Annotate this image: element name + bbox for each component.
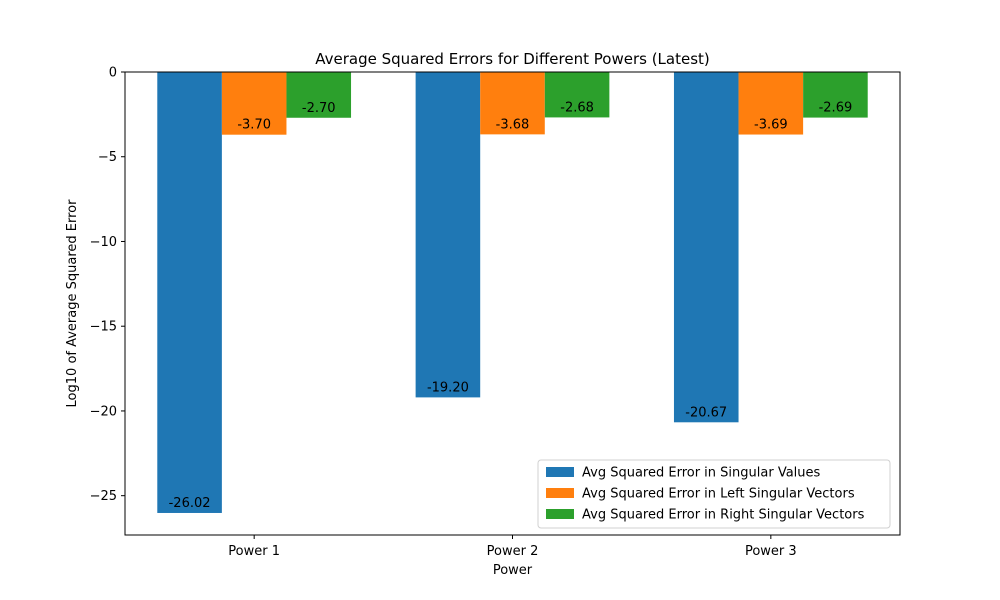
plot-area	[157, 72, 868, 513]
legend-label-series-2: Avg Squared Error in Left Singular Vecto…	[582, 487, 855, 502]
data-label-series-2-2: -3.68	[496, 117, 530, 132]
data-label-series-1-1: -26.02	[169, 496, 211, 511]
legend-label-series-1: Avg Squared Error in Singular Values	[582, 466, 821, 481]
x-tick-label: Power 3	[745, 544, 797, 559]
data-label-series-1-2: -19.20	[427, 380, 469, 395]
bar-series-2-1	[221, 72, 287, 135]
chart-title: Average Squared Errors for Different Pow…	[315, 50, 710, 68]
x-axis-label: Power	[493, 563, 533, 578]
legend-box	[537, 459, 891, 529]
data-label-series-3-2: -2.68	[560, 100, 594, 115]
x-tick-label: Power 1	[228, 544, 280, 559]
legend-swatch-series-1	[546, 467, 574, 477]
y-tick-label: 0	[109, 66, 117, 81]
legend-swatch-series-2	[546, 488, 574, 498]
bar-series-2-2	[480, 72, 545, 135]
bar-series-3-3	[803, 72, 868, 118]
axes: 0 −5 −10 −15 −20 −25 Power 1 Power 2 Power 3	[90, 66, 901, 559]
bar-series-3-1	[286, 72, 352, 118]
data-label-series-2-3: -3.69	[754, 118, 788, 133]
legend: Avg Squared Error in Singular Values Avg …	[537, 459, 891, 529]
y-axis-label: Log10 of Average Squared Error	[65, 199, 80, 408]
y-tick-label: −10	[90, 235, 117, 250]
x-tick-label: Power 2	[487, 544, 539, 559]
data-label-series-2-1: -3.70	[237, 118, 271, 133]
data-label-series-3-1: -2.70	[302, 101, 336, 116]
bar-series-1-3	[673, 72, 739, 423]
y-tick-label: −20	[90, 404, 117, 419]
y-tick-label: −25	[90, 489, 117, 504]
legend-label-series-3: Avg Squared Error in Right Singular Vect…	[582, 508, 865, 523]
data-label-series-3-3: -2.69	[819, 101, 853, 116]
bar-series-3-2	[544, 72, 610, 118]
y-tick-label: −5	[98, 150, 117, 165]
bar-series-1-1	[157, 72, 222, 513]
y-tick-label: −15	[90, 320, 117, 335]
legend-swatch-series-3	[546, 509, 574, 519]
data-label-series-1-3: -20.67	[685, 405, 727, 420]
bar-data-labels: -26.02 -19.20 -20.67 -3.70 -3.68 -3.69 -2.70 -2…	[169, 100, 853, 511]
bar-series-1-2	[415, 72, 481, 398]
bar-series-2-3	[738, 72, 804, 135]
